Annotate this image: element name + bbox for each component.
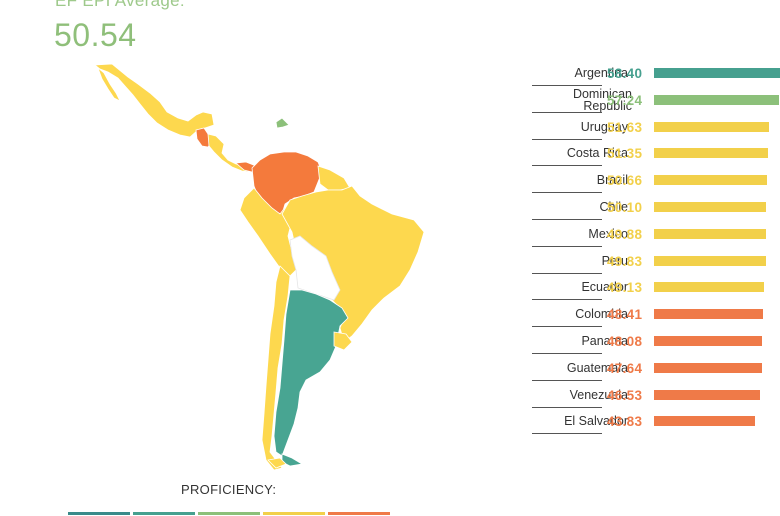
ranking-row[interactable]: Uruguay 51.63 (528, 115, 778, 142)
country-score: 58.40 (607, 66, 643, 81)
country-score: 51.35 (607, 146, 643, 162)
country-name: Dominican Republic (572, 86, 632, 113)
country-underline (532, 406, 602, 408)
score-bar (654, 201, 767, 212)
score-bar (654, 148, 769, 159)
score-bar (654, 121, 769, 132)
ranking-row[interactable]: Brazil 50.66 (528, 168, 778, 195)
average-value: 50.54 (54, 17, 137, 53)
country-argentina[interactable] (273, 289, 349, 457)
country-underline (532, 165, 602, 167)
score-bar (654, 255, 766, 266)
country-name: El Salvador (564, 414, 628, 429)
ranking-row[interactable]: El Salvador 43.83 (528, 409, 778, 436)
country-score: 46.53 (607, 387, 643, 403)
country-underline (532, 326, 602, 328)
country-score: 47.64 (607, 360, 643, 376)
country-underline (532, 138, 602, 140)
ranking-row[interactable]: Colombia 48.41 (528, 302, 778, 329)
country-score: 49.13 (607, 280, 643, 296)
country-name: Venezuela (569, 387, 628, 402)
country-underline (532, 85, 602, 86)
country-name: Argentina (574, 66, 628, 80)
country-underline (532, 272, 602, 274)
legend-swatch-low (263, 512, 325, 515)
score-bar (654, 228, 766, 239)
country-name: Guatemala (566, 360, 628, 375)
country-underline (532, 192, 602, 194)
ranking-row[interactable]: Peru 49.83 (528, 249, 778, 276)
proficiency-label: PROFICIENCY: (181, 482, 277, 497)
country-score: 50.10 (607, 199, 643, 215)
country-score: 51.63 (607, 119, 643, 135)
country-score: 48.08 (607, 333, 643, 349)
country-name: Colombia (575, 307, 628, 322)
country-underline (532, 218, 602, 220)
ranking-row[interactable]: Chile 50.10 (528, 195, 778, 222)
country-score: 48.41 (607, 307, 643, 323)
country-mexico[interactable] (93, 63, 215, 138)
legend-swatch-very-low (328, 512, 390, 515)
score-bar (654, 282, 765, 293)
country-score: 50.66 (607, 173, 643, 189)
legend-swatch-moderate (198, 512, 260, 515)
country-name: Panama (581, 333, 628, 348)
country-name: Chile (599, 199, 629, 214)
country-underline (532, 245, 602, 247)
ranking-row[interactable]: Costa Rica 51.35 (528, 141, 778, 168)
score-bar (654, 389, 760, 400)
country-score: 43.83 (607, 414, 643, 430)
country-name: Peru (601, 253, 628, 268)
score-bar (654, 362, 762, 373)
ranking-row[interactable]: Panama 48.08 (528, 329, 778, 356)
country-score: 49.83 (607, 253, 643, 269)
average-label: EF EPI Average: (55, 0, 185, 10)
country-mexico-baja[interactable] (97, 66, 121, 102)
country-guianas[interactable] (317, 165, 351, 191)
ranking-row[interactable]: Dominican Republic 57.24 (528, 86, 779, 115)
country-name: Ecuador (581, 280, 628, 295)
country-uruguay[interactable] (333, 331, 353, 351)
score-bar (654, 68, 780, 78)
score-bar (654, 335, 763, 346)
country-underline (532, 352, 602, 354)
score-bar (654, 309, 764, 320)
country-tierra-del-fuego-chile[interactable] (267, 457, 287, 469)
country-name: Brazil (596, 173, 628, 188)
country-underline (532, 379, 602, 381)
country-underline (532, 299, 602, 301)
country-dominican-republic[interactable] (275, 117, 290, 129)
country-bolivia (289, 235, 341, 301)
ranking-row[interactable]: Guatemala 47.64 (528, 356, 778, 383)
ranking-list: Argentina 58.40 Dominican Republic 57.24 Uru… (528, 61, 780, 436)
country-name: Uruguay (580, 119, 628, 134)
score-bar (654, 94, 779, 105)
legend-swatch-high (133, 512, 195, 515)
country-score: 57.24 (607, 92, 643, 108)
ranking-row[interactable]: Ecuador 49.13 (528, 275, 778, 302)
country-underline (532, 433, 602, 435)
legend-swatch-very-high (68, 512, 130, 515)
ranking-row[interactable]: Argentina 58.40 (528, 61, 780, 88)
score-bar (654, 416, 755, 427)
ranking-row[interactable]: Venezuela 46.53 (528, 383, 778, 410)
proficiency-legend (68, 512, 392, 516)
country-name: Mexico (588, 226, 628, 241)
ranking-row[interactable]: Mexico 49.88 (528, 222, 778, 249)
score-bar (654, 175, 768, 186)
country-name: Costa Rica (566, 146, 628, 161)
country-underline (532, 111, 602, 113)
country-score: 49.88 (607, 226, 643, 242)
